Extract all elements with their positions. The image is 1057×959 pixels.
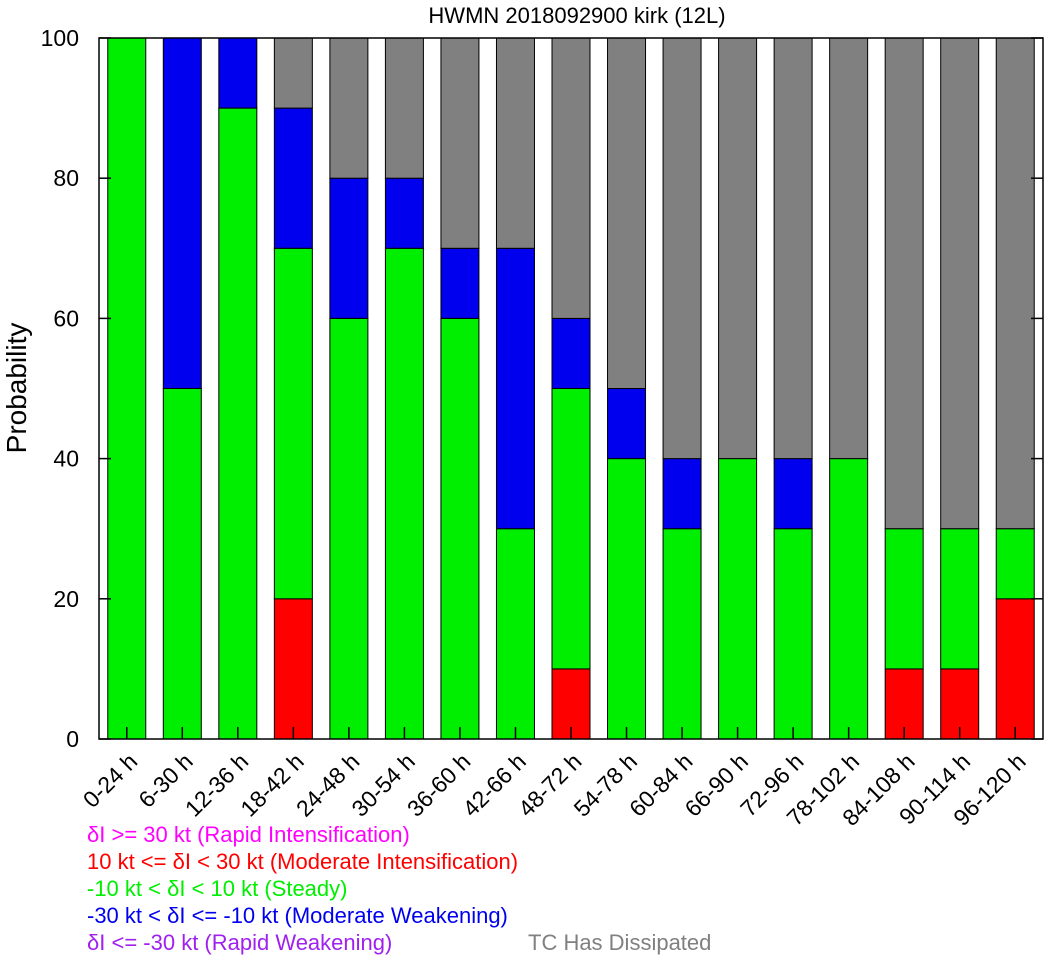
bar-mw-3 xyxy=(274,108,312,248)
y-tick-labels: 0 20 40 60 80 100 xyxy=(41,25,79,752)
legend-dissipated: TC Has Dissipated xyxy=(528,930,711,956)
bar-st-3 xyxy=(274,248,312,599)
bar-diss-11 xyxy=(719,38,757,459)
y-tick-label: 80 xyxy=(53,165,79,191)
bar-mw-5 xyxy=(385,178,423,248)
bar-diss-16 xyxy=(996,38,1034,529)
bar-st-4 xyxy=(330,318,368,739)
bar-mw-10 xyxy=(663,459,701,529)
y-tick-label: 20 xyxy=(53,586,79,612)
bar-diss-7 xyxy=(496,38,534,248)
bar-st-15 xyxy=(941,529,979,669)
bar-diss-12 xyxy=(774,38,812,459)
bar-mw-7 xyxy=(496,248,534,528)
bar-diss-5 xyxy=(385,38,423,178)
bar-diss-9 xyxy=(608,38,646,389)
bars-layer xyxy=(108,38,1034,739)
y-tick-label: 60 xyxy=(53,305,79,331)
bar-st-14 xyxy=(885,529,923,669)
x-tick-labels: 0-24 h6-30 h12-36 h18-42 h24-48 h30-54 h… xyxy=(78,748,1031,831)
x-tick-label: 0-24 h xyxy=(78,748,143,813)
bar-st-12 xyxy=(774,529,812,739)
bar-mw-1 xyxy=(163,38,201,389)
y-tick-label: 0 xyxy=(66,726,79,752)
bar-st-7 xyxy=(496,529,534,739)
bar-st-9 xyxy=(608,459,646,739)
bar-mw-6 xyxy=(441,248,479,318)
legend-rapid-weakening: δI <= -30 kt (Rapid Weakening) xyxy=(87,930,392,956)
bar-diss-3 xyxy=(274,38,312,108)
bar-mw-9 xyxy=(608,389,646,459)
bar-st-16 xyxy=(996,529,1034,599)
bar-st-11 xyxy=(719,459,757,739)
bar-mw-4 xyxy=(330,178,368,318)
chart-title: HWMN 2018092900 kirk (12L) xyxy=(428,3,725,28)
bar-st-5 xyxy=(385,248,423,739)
bar-st-10 xyxy=(663,529,701,739)
bar-mw-2 xyxy=(219,38,257,108)
legend-steady: -10 kt < δI < 10 kt (Steady) xyxy=(87,876,347,902)
y-axis-label: Probability xyxy=(1,323,32,454)
bar-diss-15 xyxy=(941,38,979,529)
y-tick-label: 100 xyxy=(41,25,79,51)
bar-diss-8 xyxy=(552,38,590,318)
bar-diss-13 xyxy=(830,38,868,459)
bar-mi-16 xyxy=(996,599,1034,739)
bar-diss-4 xyxy=(330,38,368,178)
legend-moderate-intensification: 10 kt <= δI < 30 kt (Moderate Intensific… xyxy=(87,849,518,875)
bar-diss-14 xyxy=(885,38,923,529)
bar-st-8 xyxy=(552,389,590,669)
bar-diss-6 xyxy=(441,38,479,248)
bar-mw-12 xyxy=(774,459,812,529)
bar-mi-3 xyxy=(274,599,312,739)
bar-diss-10 xyxy=(663,38,701,459)
bar-st-6 xyxy=(441,318,479,739)
bar-mw-8 xyxy=(552,318,590,388)
bar-st-0 xyxy=(108,38,146,739)
y-tick-label: 40 xyxy=(53,446,79,472)
bar-st-2 xyxy=(219,108,257,739)
bar-st-13 xyxy=(830,459,868,739)
legend-moderate-weakening: -30 kt < δI <= -10 kt (Moderate Weakenin… xyxy=(87,903,508,929)
legend-rapid-intensification: δI >= 30 kt (Rapid Intensification) xyxy=(87,822,410,848)
bar-st-1 xyxy=(163,389,201,740)
